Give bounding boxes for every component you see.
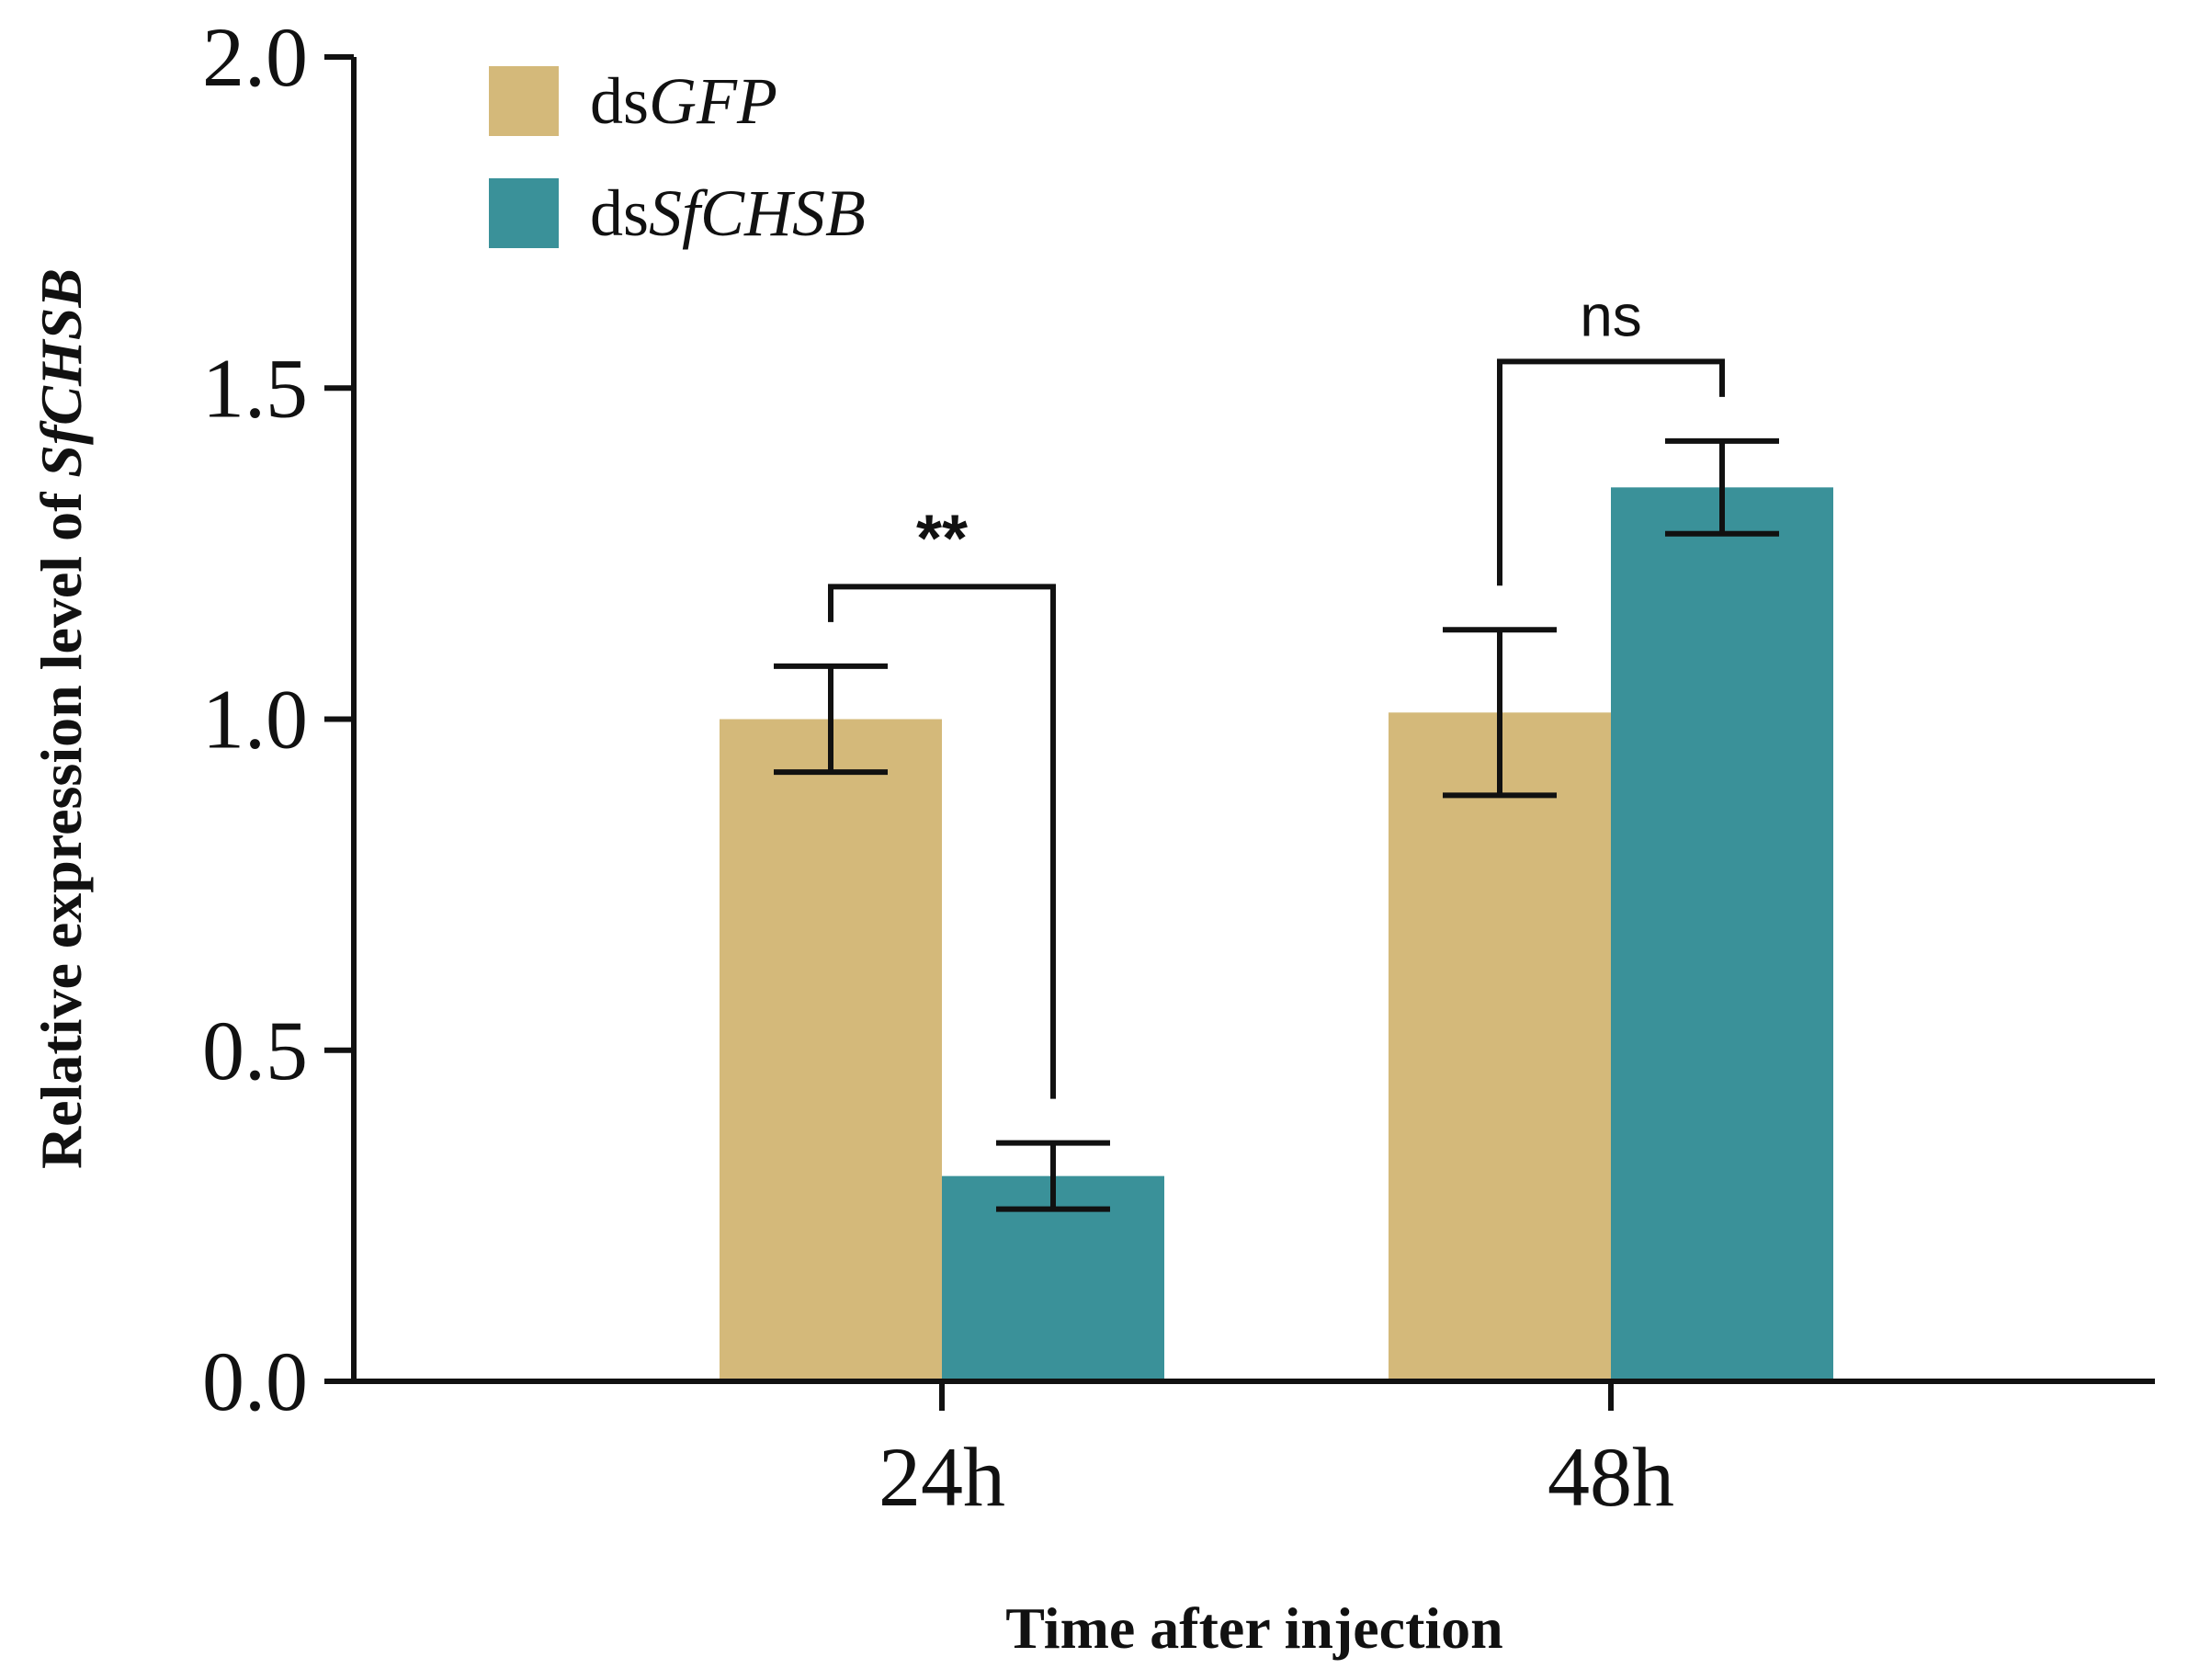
- x-tick-label-48h: 48h: [1547, 1430, 1674, 1524]
- bar-gfp-24h: [720, 719, 942, 1381]
- y-tick-label-2.0: 2.0: [202, 10, 308, 104]
- y-tick-label-0.5: 0.5: [202, 1004, 308, 1097]
- bar-gfp-48h: [1389, 712, 1611, 1381]
- bar-sfchsb-48h: [1611, 487, 1833, 1381]
- legend-label-sfchsb: dsSfCHSB: [590, 176, 866, 250]
- significance-bracket-24h: [828, 584, 1056, 1099]
- y-tick-label-1.5: 1.5: [202, 341, 308, 435]
- legend-swatch-sfchsb: [489, 178, 559, 248]
- significance-label-24h: **: [916, 502, 968, 575]
- x-axis-title: Time after injection: [1005, 1595, 1503, 1661]
- legend-swatch-gfp: [489, 66, 559, 136]
- x-tick-label-24h: 24h: [879, 1430, 1005, 1524]
- y-axis-title: Relative expression level of SfCHSB: [28, 268, 94, 1169]
- significance-label-48h: ns: [1580, 282, 1642, 348]
- significance-bracket-48h: [1497, 358, 1725, 586]
- y-tick-label-0.0: 0.0: [202, 1334, 308, 1428]
- legend-label-gfp: dsGFP: [590, 64, 777, 138]
- y-tick-label-1.0: 1.0: [202, 673, 308, 766]
